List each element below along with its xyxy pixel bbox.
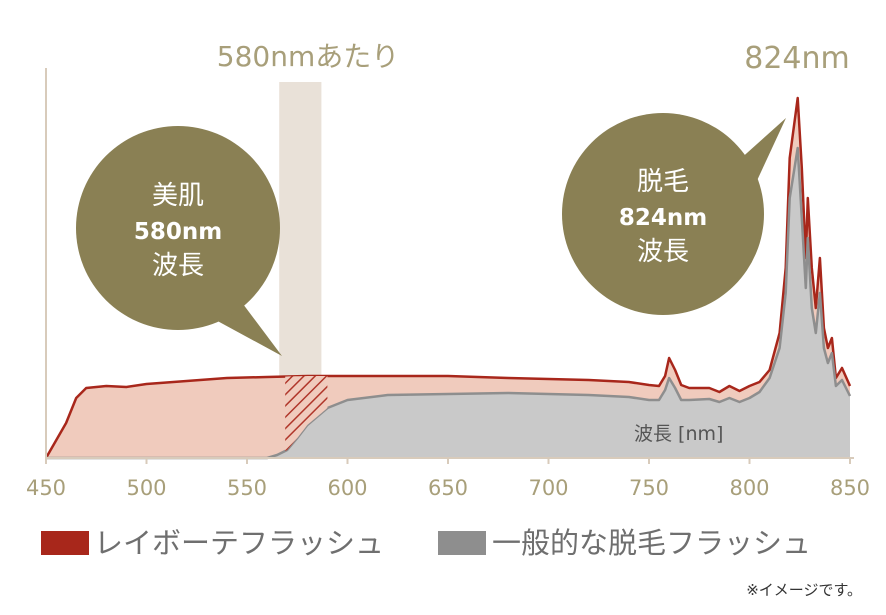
bubble-hair-removal-line-2: 824nm (619, 205, 707, 231)
legend-label-reiboute: レイボーテフラッシュ (94, 526, 384, 560)
peak-label: 824nm (744, 41, 850, 76)
x-axis-ticks: 450 500 550 600 650 700 750 800 850 (26, 458, 870, 500)
bubble-hair-removal-line-1: 脱毛 (637, 167, 689, 197)
bubble-beauty-circle (76, 126, 280, 330)
bubble-hair-removal-circle (562, 113, 764, 315)
legend-label-general: 一般的な脱毛フラッシュ (492, 526, 811, 560)
x-tick-label-850: 850 (830, 476, 870, 500)
x-tick-label-550: 550 (227, 476, 267, 500)
image-note: ※イメージです。 (746, 581, 862, 599)
bubble-hair-removal-line-3: 波長 (637, 237, 689, 267)
hatched-overlap-region (285, 376, 328, 451)
bubble-beauty-line-3: 波長 (152, 251, 204, 281)
bubble-beauty-line-1: 美肌 (152, 181, 204, 211)
x-tick-label-750: 750 (629, 476, 669, 500)
series-line-reiboute (44, 96, 852, 459)
legend-swatch-general (438, 531, 486, 555)
bubble-hair-removal: 脱毛 824nm 波長 (562, 113, 786, 315)
x-tick-label-700: 700 (528, 476, 568, 500)
series-line-general (46, 146, 852, 460)
legend-swatch-reiboute (41, 531, 89, 555)
bubble-beauty-line-2: 580nm (134, 219, 222, 245)
legend: レイボーテフラッシュ 一般的な脱毛フラッシュ (41, 526, 811, 560)
x-tick-label-650: 650 (428, 476, 468, 500)
x-tick-label-450: 450 (26, 476, 66, 500)
x-axis-title: 波長 [nm] (634, 423, 723, 445)
x-tick-label-600: 600 (327, 476, 367, 500)
series-layer (44, 96, 852, 460)
highlight-label: 580nmあたり (217, 40, 399, 73)
x-tick-label-800: 800 (729, 476, 769, 500)
series-area-general (46, 148, 850, 458)
bubble-beauty: 美肌 580nm 波長 (76, 126, 282, 356)
x-tick-label-500: 500 (126, 476, 166, 500)
